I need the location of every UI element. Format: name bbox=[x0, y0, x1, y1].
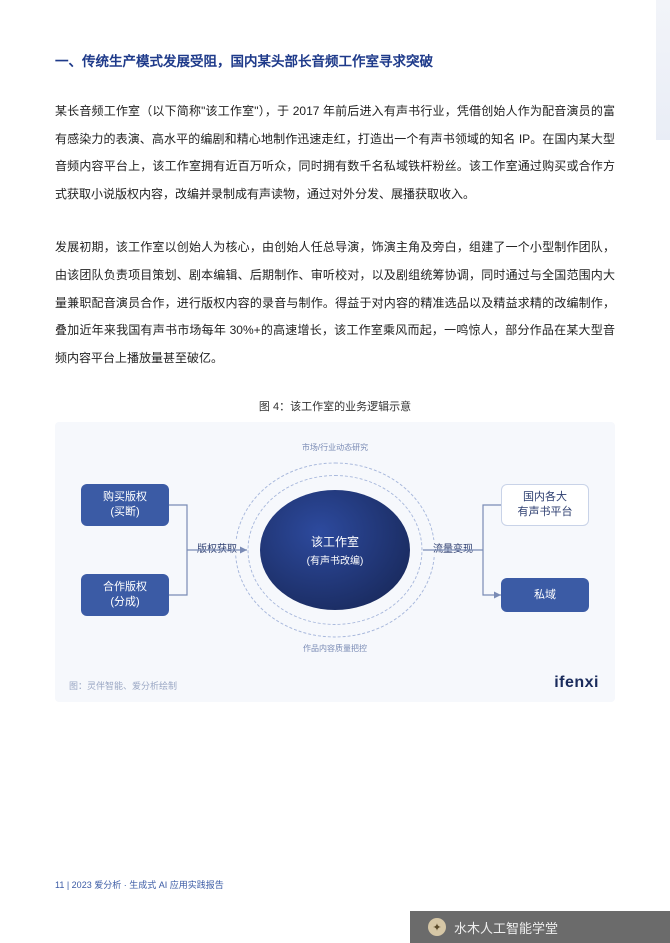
document-page: 一、传统生产模式发展受阻，国内某头部长音频工作室寻求突破 某长音频工作室（以下简… bbox=[0, 0, 670, 943]
diagram-attribution: 图：灵伴智能、爱分析绘制 bbox=[69, 679, 177, 692]
figure-caption: 图 4：该工作室的业务逻辑示意 bbox=[55, 398, 615, 414]
paragraph-2: 发展初期，该工作室以创始人为核心，由创始人任总导演，饰演主角及旁白，组建了一个小… bbox=[55, 234, 615, 372]
business-logic-diagram: 购买版权 (买断) 合作版权 (分成) 市场/行业动态研究 作品内容质量把控 该… bbox=[55, 422, 615, 702]
page-footer: 11 | 2023 爱分析 · 生成式 AI 应用实践报告 bbox=[55, 878, 224, 891]
watermark-text: 水木人工智能学堂 bbox=[454, 918, 558, 937]
center-subtitle: (有声书改编) bbox=[307, 552, 364, 567]
wechat-icon: ✦ bbox=[428, 918, 446, 936]
paragraph-1: 某长音频工作室（以下简称"该工作室"），于 2017 年前后进入有声书行业，凭借… bbox=[55, 98, 615, 208]
brand-logo-text: ifenxi bbox=[554, 674, 599, 692]
section-heading: 一、传统生产模式发展受阻，国内某头部长音频工作室寻求突破 bbox=[55, 50, 615, 70]
center-title: 该工作室 bbox=[311, 533, 359, 550]
wechat-watermark: ✦ 水木人工智能学堂 bbox=[410, 911, 670, 943]
node-center-studio: 该工作室 (有声书改编) bbox=[260, 490, 410, 610]
diagram-canvas: 购买版权 (买断) 合作版权 (分成) 市场/行业动态研究 作品内容质量把控 该… bbox=[69, 440, 601, 660]
